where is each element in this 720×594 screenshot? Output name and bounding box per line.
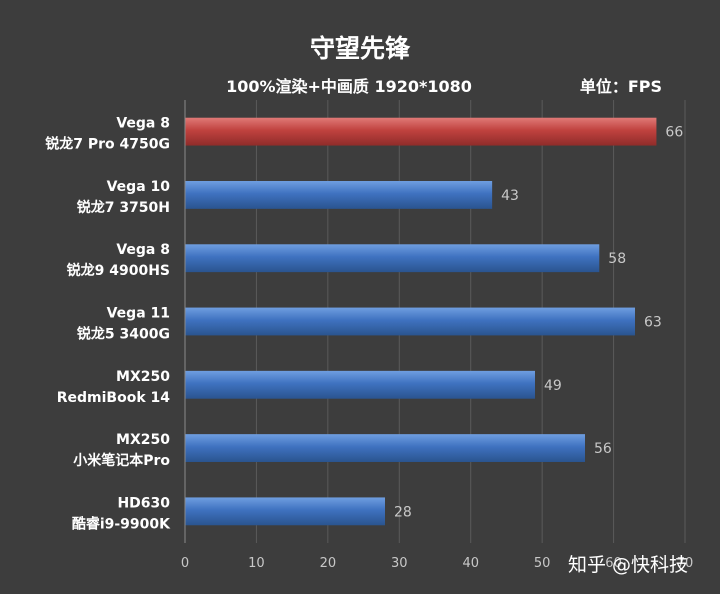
bar: [185, 117, 657, 146]
bar-value-label: 56: [594, 441, 612, 457]
bar: [185, 497, 385, 526]
category-label: MX250: [116, 369, 170, 385]
ticks-layer: 0 10 20 30 40 50 60 70: [181, 556, 693, 571]
x-tick-label: 50: [534, 556, 551, 571]
category-label: RedmiBook 14: [57, 390, 171, 406]
chart-subtitle: 100%渲染+中画质 1920*1080: [226, 77, 472, 96]
bar: [185, 434, 585, 462]
chart-title: 守望先锋: [310, 34, 411, 63]
x-tick-label: 10: [248, 556, 265, 571]
category-label: Vega 8: [116, 116, 170, 132]
bars-layer: [185, 117, 657, 526]
x-tick-label: 30: [391, 556, 408, 571]
bar: [185, 307, 635, 336]
bar: [185, 370, 535, 399]
category-label: MX250: [116, 432, 170, 448]
bar-value-label: 28: [394, 504, 412, 520]
category-label: Vega 11: [107, 306, 170, 322]
bar-value-label: 66: [665, 125, 683, 141]
category-label: Vega 8: [116, 242, 170, 258]
bar-value-label: 43: [501, 188, 519, 204]
category-label: 小米笔记本Pro: [73, 452, 170, 469]
bar-value-label: 58: [608, 251, 626, 267]
x-tick-label: 20: [320, 556, 337, 571]
labels-layer: 66 Vega 8 锐龙7 Pro 4750G 43 Vega 10 锐龙7 3750H 5…: [45, 116, 683, 533]
x-tick-label: 0: [181, 556, 189, 571]
category-label: 锐龙7 3750H: [77, 199, 170, 216]
category-label: Vega 10: [107, 179, 171, 195]
bar-value-label: 63: [644, 315, 662, 331]
bar: [185, 244, 600, 273]
category-label: 锐龙7 Pro 4750G: [45, 136, 170, 153]
category-label: 锐龙9 4900HS: [67, 262, 170, 279]
bar-value-label: 49: [544, 378, 562, 394]
category-label: HD630: [117, 495, 170, 511]
unit-label: 单位：FPS: [580, 77, 662, 96]
x-tick-label: 60: [605, 556, 622, 571]
x-tick-label: 70: [677, 556, 694, 571]
bar: [185, 181, 493, 209]
watermark: 知乎 @快科技: [568, 554, 688, 576]
category-label: 锐龙5 3400G: [77, 326, 170, 343]
category-label: 酷睿i9-9900K: [72, 515, 171, 532]
x-tick-label: 40: [462, 556, 479, 571]
